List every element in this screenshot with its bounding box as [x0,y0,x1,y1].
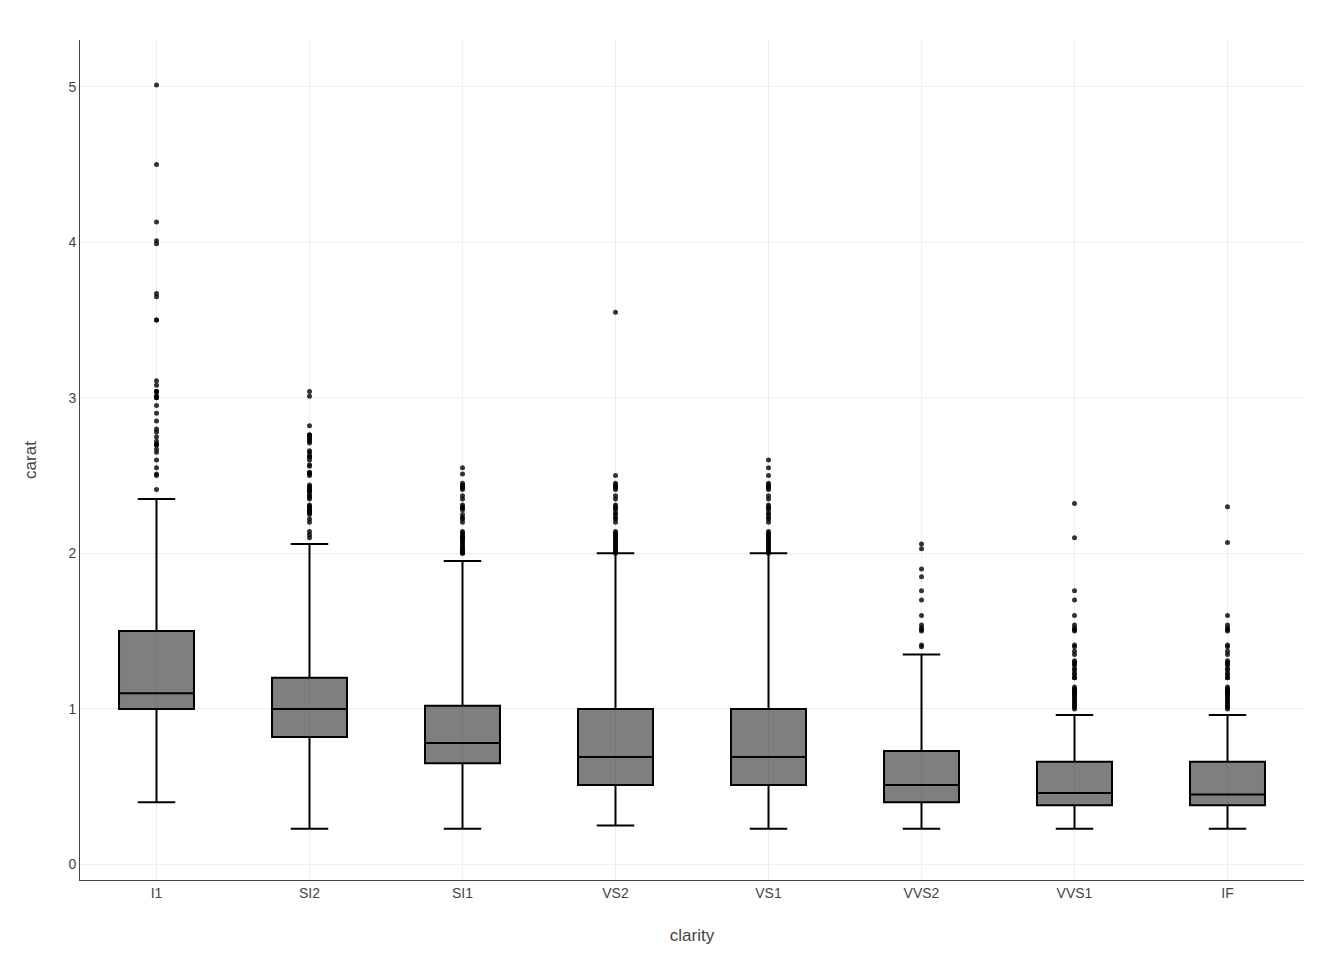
svg-text:2: 2 [68,545,76,561]
svg-text:1: 1 [68,701,76,717]
svg-text:0: 0 [68,856,76,872]
svg-text:5: 5 [68,79,76,95]
svg-text:clarity: clarity [670,926,715,945]
svg-text:3: 3 [68,390,76,406]
svg-text:carat: carat [21,441,40,479]
svg-text:VVS2: VVS2 [904,885,940,901]
svg-text:VS2: VS2 [602,885,629,901]
svg-text:I1: I1 [151,885,163,901]
svg-text:VVS1: VVS1 [1057,885,1093,901]
svg-text:IF: IF [1221,885,1233,901]
svg-text:VS1: VS1 [755,885,782,901]
svg-text:SI2: SI2 [299,885,320,901]
svg-text:SI1: SI1 [452,885,473,901]
svg-text:4: 4 [68,234,76,250]
